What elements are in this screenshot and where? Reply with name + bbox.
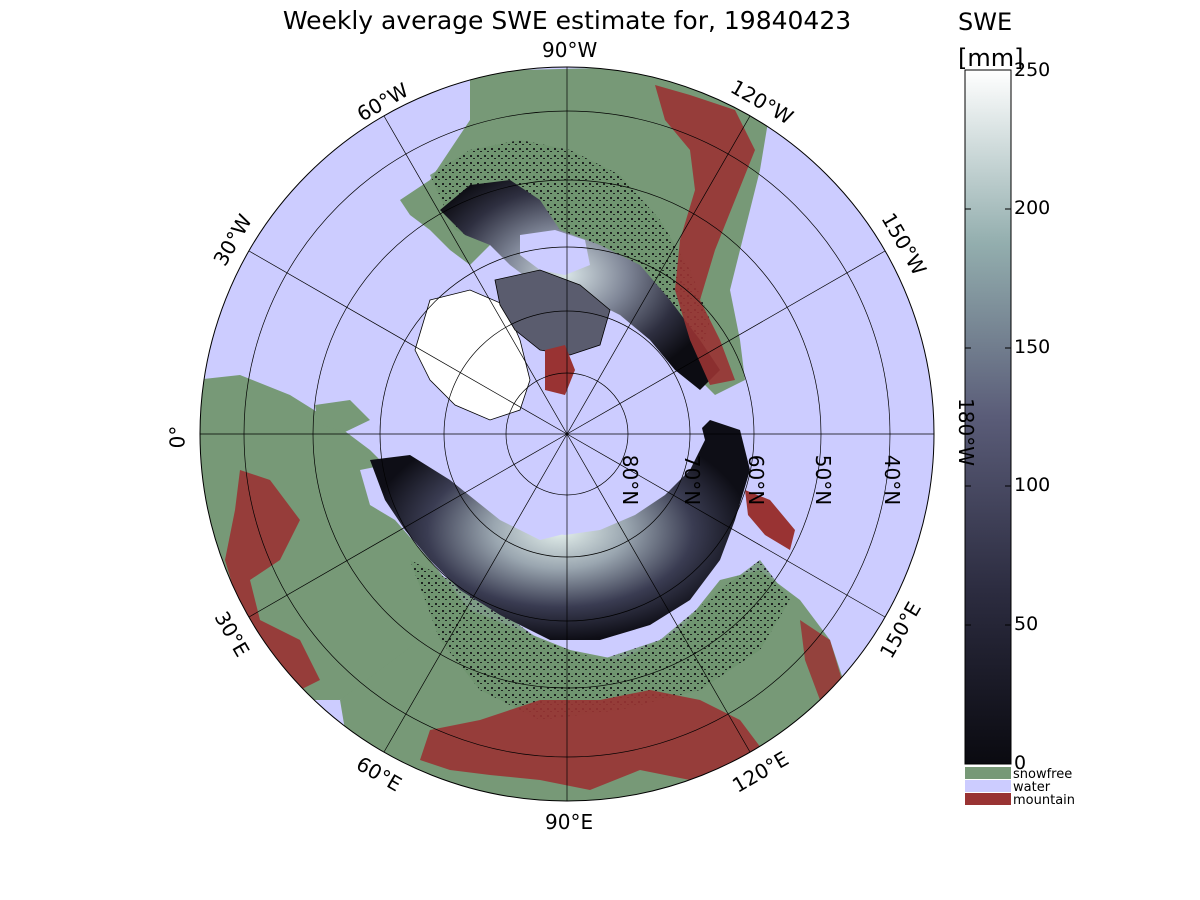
colorbar-tick-150: 150 <box>1014 336 1051 358</box>
colorbar-title: SWE [mm] <box>958 4 1023 76</box>
lat-label-50n: 50°N <box>811 454 836 506</box>
kamchatka-mountains <box>745 490 795 550</box>
class-label-snowfree: snowfree <box>1013 767 1073 782</box>
colorbar-gradient <box>964 69 1012 765</box>
arctic-islands <box>494 269 611 356</box>
colorbar-title-line1: SWE <box>958 8 1013 36</box>
colorbar-tick-100: 100 <box>1014 474 1051 496</box>
meridian-60e <box>383 433 568 753</box>
lat-label-80n: 80°N <box>618 454 643 506</box>
lat-label-60n: 60°N <box>744 454 769 506</box>
rocky-mountains <box>655 85 755 385</box>
map-disc <box>200 67 934 801</box>
europe-mountains <box>225 470 320 690</box>
iceland <box>315 400 370 432</box>
class-label-mountain: mountain <box>1013 793 1076 808</box>
lon-label-90e: 90°E <box>545 810 594 834</box>
colorbar-tick-50: 50 <box>1014 613 1039 635</box>
hudson-bay-water <box>520 230 590 275</box>
colorbar <box>964 69 1012 805</box>
lat-label-70n: 70°N <box>680 454 705 506</box>
colorbar-title-line2: [mm] <box>958 44 1024 72</box>
siberia-inner-water <box>520 420 705 535</box>
map-title: Weekly average SWE estimate for, 1984042… <box>282 6 852 35</box>
class-swatch-water <box>965 780 1011 792</box>
colorbar-ticks <box>965 69 1011 765</box>
map-border <box>199 66 935 802</box>
europe-snowfree <box>200 375 470 700</box>
class-label-water: water <box>1013 780 1051 795</box>
graticule <box>199 66 935 802</box>
eurasia-swe <box>370 420 750 640</box>
lon-label-180w: 180°W <box>953 398 978 466</box>
meridian-150w <box>566 250 886 435</box>
meridian-30e <box>248 433 568 618</box>
meridian-60w <box>383 115 568 435</box>
colorbar-tick-250: 250 <box>1014 59 1051 81</box>
colorbar-tick-0: 0 <box>1014 752 1027 774</box>
meridian-30w <box>248 250 568 435</box>
meridian-150e <box>566 433 886 618</box>
meridian-120e <box>566 433 751 753</box>
baffin-mountain <box>545 345 575 395</box>
class-swatch-mountain <box>965 793 1011 805</box>
lon-label-0: 0° <box>165 425 190 449</box>
colorbar-tick-200: 200 <box>1014 197 1051 219</box>
class-swatch-snowfree <box>965 767 1011 779</box>
lon-label-90w: 90°W <box>542 38 598 62</box>
meridian-120w <box>566 115 751 435</box>
lat-label-40n: 40°N <box>880 454 905 506</box>
asia-mountains <box>420 690 770 790</box>
east-asia-mountains <box>800 620 845 700</box>
